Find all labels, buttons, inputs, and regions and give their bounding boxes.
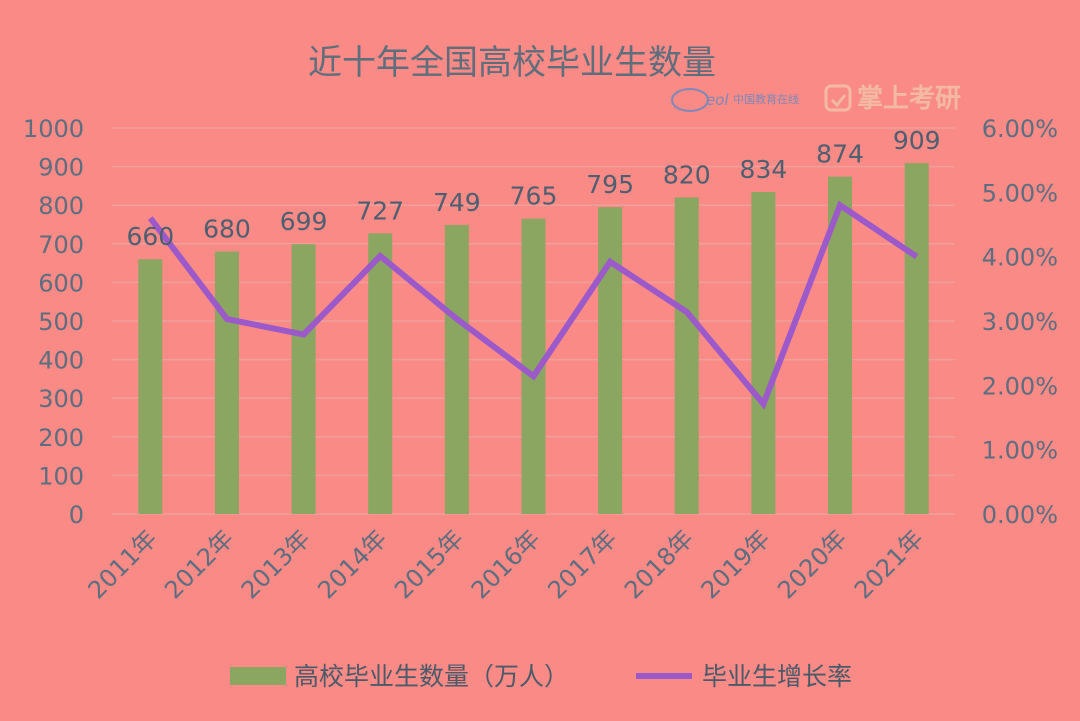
- y-axis-left: 0 100 200 300 400 500 600 700 800 900 1000: [23, 115, 84, 529]
- y-left-tick-label: 300: [38, 385, 84, 413]
- bar-data-label: 749: [433, 188, 481, 217]
- bar-data-label: 834: [740, 155, 788, 184]
- x-tick-label: 2019年: [696, 524, 776, 604]
- line-series: [147, 200, 919, 410]
- y-right-tick-label: 5.00%: [982, 179, 1058, 207]
- bar-data-label: 660: [126, 222, 174, 251]
- watermark-logo: eol: [706, 91, 729, 109]
- bar: [904, 163, 929, 514]
- y-right-tick-label: 4.00%: [982, 244, 1058, 272]
- bar: [598, 207, 623, 514]
- bar-data-label: 765: [510, 182, 558, 211]
- x-tick-label: 2018年: [619, 524, 699, 604]
- y-left-tick-label: 0: [69, 501, 84, 529]
- x-tick-label: 2017年: [542, 524, 622, 604]
- bar-data-label: 727: [356, 196, 404, 225]
- x-tick-label: 2012年: [159, 524, 239, 604]
- bar: [751, 192, 776, 515]
- y-left-tick-label: 700: [38, 231, 84, 259]
- x-tick-label: 2014年: [313, 524, 393, 604]
- y-left-tick-label: 400: [38, 347, 84, 375]
- bar: [138, 259, 163, 514]
- x-tick-label: 2013年: [236, 524, 316, 604]
- x-tick-label: 2021年: [849, 524, 929, 604]
- bar: [674, 197, 699, 515]
- bar: [291, 244, 316, 514]
- bar-data-label: 909: [893, 126, 941, 155]
- y-right-tick-label: 1.00%: [982, 437, 1058, 465]
- watermark-site: 中国教育在线: [733, 92, 799, 106]
- legend-bar-swatch: [230, 667, 286, 685]
- bar-data-label: 795: [586, 170, 634, 199]
- x-tick-label: 2016年: [466, 524, 546, 604]
- data-labels: 660 680 699 727 749 765 795 820 834 874 909: [126, 126, 940, 251]
- y-left-tick-label: 900: [38, 154, 84, 182]
- legend: 高校毕业生数量（万人） 毕业生增长率: [230, 662, 852, 691]
- bar-data-label: 699: [280, 207, 328, 236]
- legend-line-label: 毕业生增长率: [702, 662, 852, 691]
- y-right-tick-label: 0.00%: [982, 501, 1058, 529]
- brand-icon: [824, 84, 852, 112]
- y-right-tick-label: 6.00%: [982, 115, 1058, 143]
- legend-bar-label: 高校毕业生数量（万人）: [294, 662, 569, 691]
- y-left-tick-label: 600: [38, 269, 84, 297]
- y-axis-right: 0.00% 1.00% 2.00% 3.00% 4.00% 5.00% 6.00%: [982, 115, 1058, 529]
- y-left-tick-label: 100: [38, 462, 84, 490]
- y-left-tick-label: 500: [38, 308, 84, 336]
- bar: [444, 224, 469, 515]
- bar-series: [138, 163, 929, 515]
- y-left-tick-label: 800: [38, 192, 84, 220]
- x-tick-label: 2020年: [772, 524, 852, 604]
- y-right-tick-label: 2.00%: [982, 372, 1058, 400]
- y-left-tick-label: 200: [38, 424, 84, 452]
- y-left-tick-label: 1000: [23, 115, 84, 143]
- x-axis: 2011年2012年2013年2014年2015年2016年2017年2018年…: [83, 524, 929, 604]
- chart-title: 近十年全国高校毕业生数量: [308, 43, 716, 83]
- x-tick-label: 2015年: [389, 524, 469, 604]
- eol-logo: eol: [671, 88, 729, 112]
- x-tick-label: 2011年: [83, 524, 163, 604]
- bar: [214, 251, 239, 514]
- bar: [368, 233, 393, 515]
- watermark: eol 中国教育在线 掌上考研: [671, 84, 961, 114]
- watermark-brand: 掌上考研: [857, 84, 961, 114]
- bar-data-label: 680: [203, 215, 251, 244]
- bar-data-label: 874: [816, 140, 864, 169]
- bar-data-label: 820: [663, 160, 711, 189]
- y-right-tick-label: 3.00%: [982, 308, 1058, 336]
